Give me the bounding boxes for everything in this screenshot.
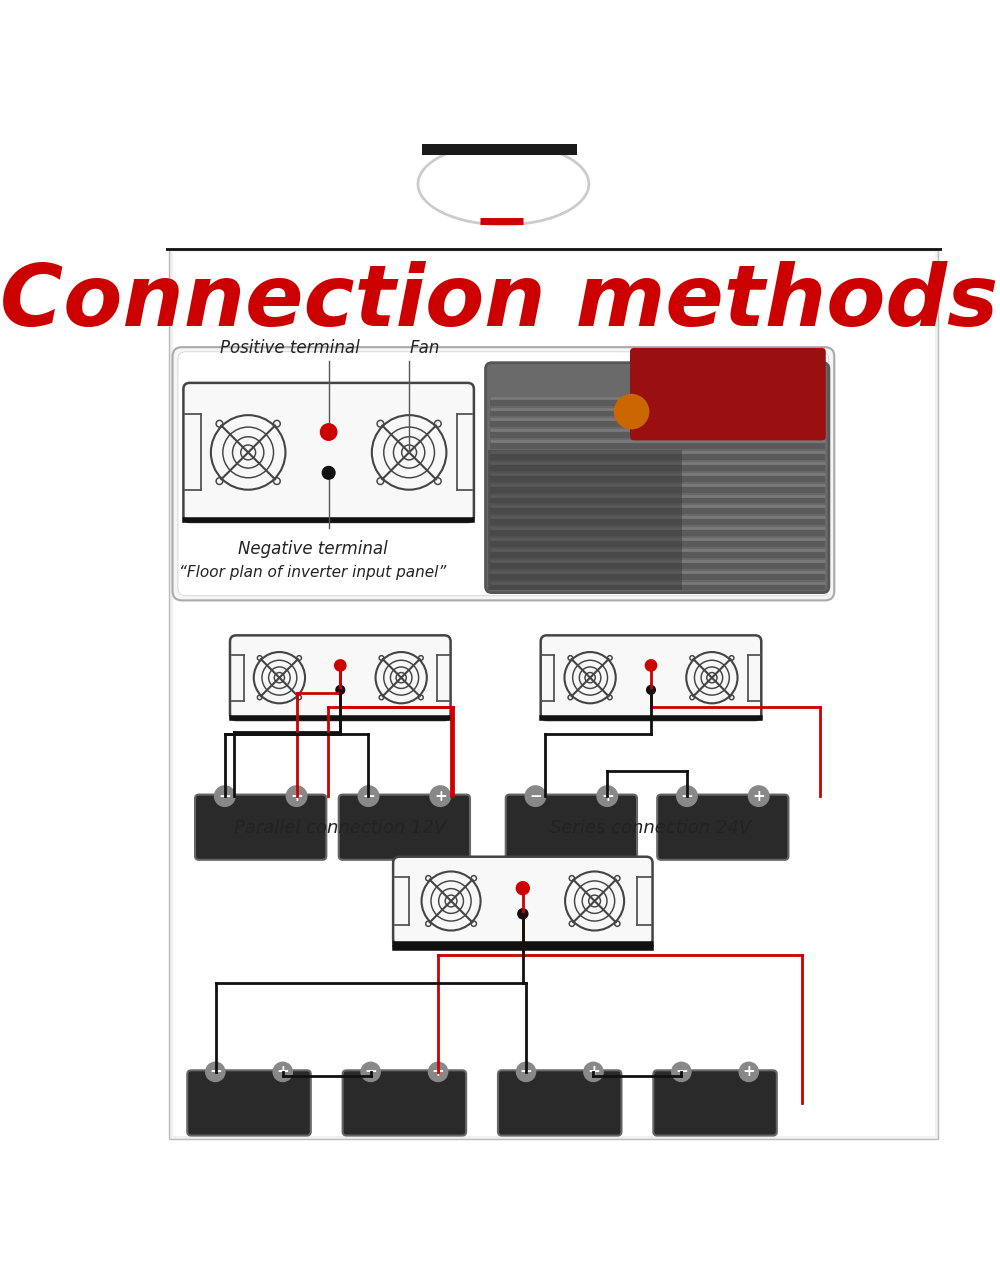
Circle shape (215, 786, 235, 807)
Circle shape (672, 1062, 691, 1081)
FancyBboxPatch shape (630, 347, 826, 440)
Circle shape (516, 1062, 536, 1081)
Text: Fan: Fan (409, 340, 440, 358)
Text: −: − (362, 789, 375, 803)
Text: +: + (752, 789, 765, 803)
Circle shape (430, 786, 451, 807)
Circle shape (748, 786, 769, 807)
Text: Series connection 24V: Series connection 24V (550, 820, 752, 838)
Circle shape (645, 660, 657, 671)
Text: +: + (742, 1064, 755, 1080)
FancyBboxPatch shape (653, 1071, 777, 1135)
Text: −: − (218, 789, 231, 803)
Text: Connection methods: Connection methods (0, 261, 999, 345)
FancyBboxPatch shape (187, 1071, 311, 1135)
Text: −: − (364, 1064, 377, 1080)
Circle shape (361, 1062, 380, 1081)
FancyBboxPatch shape (506, 794, 637, 860)
Circle shape (206, 1062, 225, 1081)
Circle shape (677, 786, 697, 807)
Circle shape (518, 909, 528, 919)
Circle shape (739, 1062, 758, 1081)
Circle shape (647, 686, 655, 694)
Circle shape (336, 686, 345, 694)
Text: Negative terminal: Negative terminal (238, 539, 388, 557)
Text: Positive terminal: Positive terminal (220, 340, 360, 358)
Text: +: + (601, 789, 614, 803)
Circle shape (597, 786, 618, 807)
FancyBboxPatch shape (498, 1071, 621, 1135)
FancyBboxPatch shape (195, 794, 326, 860)
Circle shape (322, 466, 335, 479)
Circle shape (516, 882, 529, 894)
Circle shape (614, 395, 649, 429)
Ellipse shape (418, 143, 589, 225)
FancyBboxPatch shape (173, 252, 935, 1135)
Text: +: + (290, 789, 303, 803)
Text: −: − (520, 1064, 532, 1080)
Text: −: − (681, 789, 693, 803)
Text: −: − (209, 1064, 222, 1080)
Circle shape (320, 423, 337, 440)
FancyBboxPatch shape (422, 117, 577, 156)
Text: “Floor plan of inverter input panel”: “Floor plan of inverter input panel” (179, 565, 447, 580)
FancyBboxPatch shape (339, 794, 470, 860)
FancyBboxPatch shape (393, 857, 653, 945)
Text: −: − (675, 1064, 688, 1080)
FancyBboxPatch shape (178, 351, 829, 596)
Text: +: + (587, 1064, 600, 1080)
FancyBboxPatch shape (183, 384, 474, 523)
FancyBboxPatch shape (657, 794, 788, 860)
Circle shape (335, 660, 346, 671)
FancyBboxPatch shape (541, 636, 761, 719)
Circle shape (273, 1062, 292, 1081)
Circle shape (428, 1062, 448, 1081)
Text: +: + (434, 789, 447, 803)
FancyBboxPatch shape (488, 450, 682, 591)
FancyBboxPatch shape (173, 347, 834, 601)
FancyBboxPatch shape (166, 144, 942, 248)
FancyBboxPatch shape (230, 636, 451, 719)
Circle shape (358, 786, 379, 807)
Text: Parallel connection 12V: Parallel connection 12V (234, 820, 446, 838)
Text: +: + (432, 1064, 444, 1080)
Circle shape (584, 1062, 603, 1081)
Text: −: − (529, 789, 542, 803)
Text: +: + (276, 1064, 289, 1080)
Circle shape (286, 786, 307, 807)
Circle shape (525, 786, 546, 807)
FancyBboxPatch shape (169, 248, 938, 1139)
FancyBboxPatch shape (343, 1071, 466, 1135)
FancyBboxPatch shape (486, 363, 829, 592)
